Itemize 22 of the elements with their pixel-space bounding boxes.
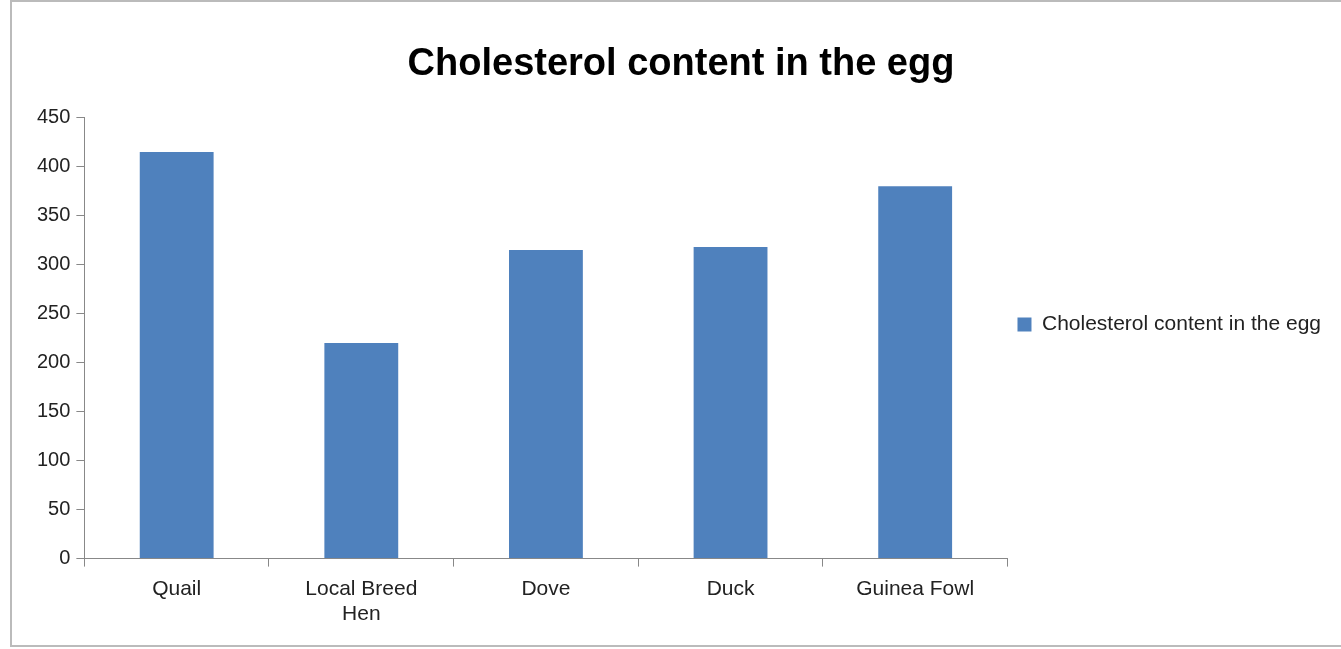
y-tick-label: 100 <box>36 448 71 471</box>
y-tick-label: 350 <box>36 203 71 226</box>
bar <box>693 246 768 559</box>
x-tick-label: Quail <box>152 576 202 599</box>
bar <box>878 186 953 559</box>
bar <box>509 249 583 559</box>
x-tick-label: Dove <box>521 576 571 599</box>
y-tick-label: 0 <box>59 546 71 569</box>
y-tick-label: 150 <box>36 399 71 422</box>
y-tick-label: 50 <box>48 497 71 520</box>
y-tick-label: 450 <box>36 105 71 128</box>
y-tick-label: 300 <box>36 252 71 275</box>
legend-label: Cholesterol content in the egg <box>1041 311 1322 335</box>
y-tick-label: 400 <box>36 154 71 177</box>
bar <box>324 343 399 559</box>
y-tick-label: 200 <box>36 350 71 373</box>
chart-title: Cholesterol content in the egg <box>407 41 955 84</box>
x-tick-label: Duck <box>706 576 755 599</box>
x-tick-label: Guinea Fowl <box>856 576 975 599</box>
y-tick-label: 250 <box>36 301 71 324</box>
bar <box>139 151 214 559</box>
x-tick-label: Local Breed Hen <box>305 576 418 625</box>
